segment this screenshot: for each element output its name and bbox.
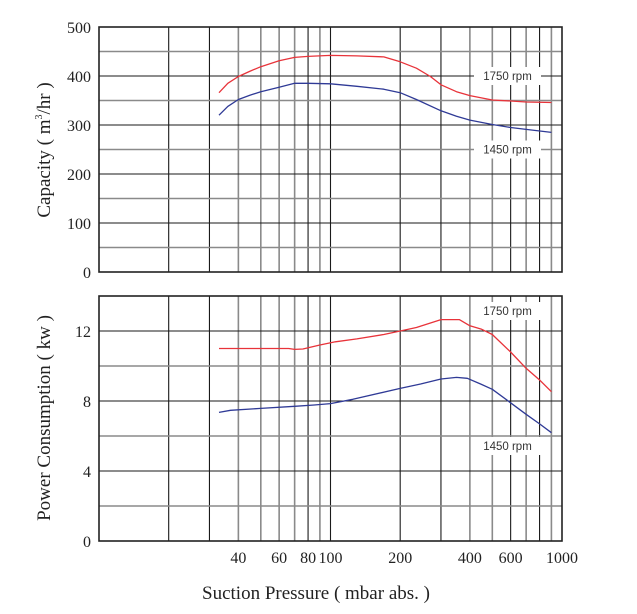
curve-label: 1750 rpm bbox=[483, 71, 532, 83]
power-curve-1450-rpm bbox=[218, 376, 552, 434]
capacity-curve-1750-rpm bbox=[218, 54, 552, 104]
x-tick-label: 200 bbox=[388, 550, 412, 567]
curve-label-background bbox=[474, 302, 541, 320]
curve-label-background bbox=[474, 437, 541, 455]
x-axis-title: Suction Pressure ( mbar abs. ) bbox=[202, 583, 430, 604]
capacity-curves bbox=[218, 54, 552, 134]
power-curve-1750-rpm bbox=[219, 318, 552, 393]
power-plot-frame bbox=[98, 295, 563, 542]
capacity-plot-frame bbox=[98, 26, 563, 273]
x-tick-label: 600 bbox=[499, 550, 523, 567]
y-tick-label: 0 bbox=[83, 265, 91, 282]
y-tick-label: 8 bbox=[83, 394, 91, 411]
x-tick-label: 100 bbox=[319, 550, 343, 567]
y-tick-label: 300 bbox=[67, 118, 91, 135]
capacity-panel: 1750 rpm 1450 rpm 0 100 200 300 400 500 Capaci… bbox=[34, 20, 563, 282]
capacity-y-ticks: 0 100 200 300 400 500 bbox=[67, 20, 91, 282]
power-y-axis-title: Power Consumption ( kw ) bbox=[34, 315, 55, 521]
x-tick-label: 40 bbox=[230, 550, 246, 567]
power-curves bbox=[218, 318, 552, 434]
capacity-curve-labels: 1750 rpm 1450 rpm bbox=[474, 67, 541, 159]
x-tick-label: 1000 bbox=[546, 550, 578, 567]
y-tick-label: 500 bbox=[67, 20, 91, 37]
curve-label: 1450 rpm bbox=[483, 145, 532, 157]
x-tick-label: 60 bbox=[271, 550, 287, 567]
curve-label: 1750 rpm bbox=[483, 306, 532, 318]
capacity-y-axis-title: Capacity ( m3/hr ) bbox=[34, 82, 55, 217]
y-tick-label: 100 bbox=[67, 216, 91, 233]
curve-label: 1450 rpm bbox=[483, 441, 532, 453]
power-grid bbox=[99, 296, 562, 541]
y-tick-label: 400 bbox=[67, 69, 91, 86]
y-tick-label: 12 bbox=[75, 324, 91, 341]
x-tick-label: 400 bbox=[458, 550, 482, 567]
x-tick-labels: 40 60 80 100 200 400 600 1000 bbox=[230, 550, 578, 567]
capacity-curve-1450-rpm bbox=[218, 82, 552, 134]
curve-label-background bbox=[474, 140, 541, 159]
power-panel: 1750 rpm 1450 rpm 0 4 8 12 Power Consumption… bbox=[34, 295, 563, 551]
power-y-ticks: 0 4 8 12 bbox=[75, 324, 91, 551]
y-tick-label: 0 bbox=[83, 534, 91, 551]
curve-label-background bbox=[474, 67, 541, 85]
y-tick-label: 200 bbox=[67, 167, 91, 184]
y-tick-label: 4 bbox=[83, 464, 91, 481]
power-curve-labels: 1750 rpm 1450 rpm bbox=[474, 302, 541, 455]
x-tick-label: 80 bbox=[300, 550, 316, 567]
